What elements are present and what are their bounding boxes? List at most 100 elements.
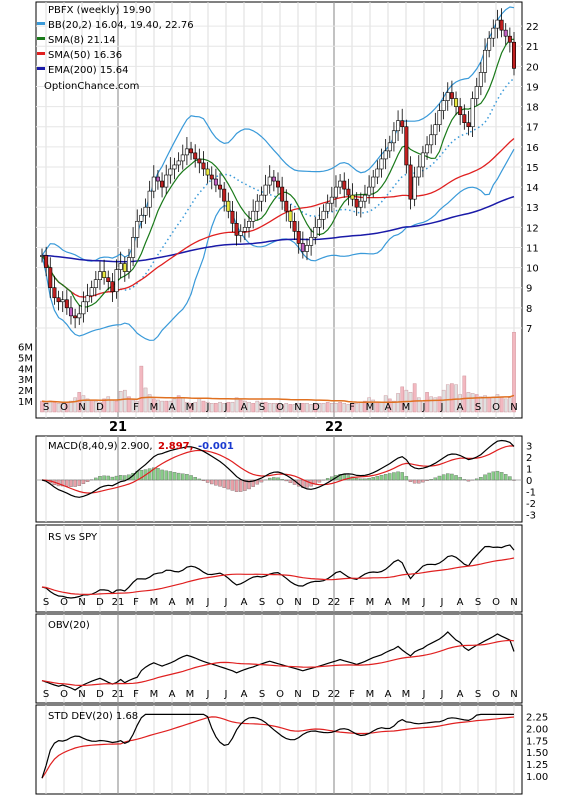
candle-body	[412, 176, 417, 200]
candle-body	[499, 19, 504, 31]
candle-body	[458, 106, 463, 115]
x-tick-label: J	[224, 402, 228, 413]
candle-body	[238, 231, 243, 236]
candle-body	[420, 152, 425, 168]
macd-histogram-bar	[388, 473, 392, 481]
macd-histogram-bar	[454, 475, 458, 481]
macd-histogram-bar	[338, 474, 342, 481]
candle-body	[470, 98, 475, 128]
macd-histogram-bar	[267, 477, 272, 481]
volume-bar	[474, 394, 479, 413]
x-tick-label: J	[440, 402, 444, 413]
volume-bar	[172, 398, 177, 413]
macd-histogram-bar	[404, 476, 409, 481]
macd-histogram-bar	[185, 474, 189, 481]
macd-histogram-bar	[172, 472, 177, 481]
x-tick-label: S	[259, 402, 265, 413]
chart-title: PBFX (weekly) 19.90	[48, 5, 151, 16]
x-tick-label-obv: F	[133, 689, 139, 700]
volume-bar	[147, 394, 152, 413]
x-tick-label: N	[510, 402, 517, 413]
x-tick-label-rs: F	[349, 597, 355, 608]
volume-bar	[305, 403, 309, 413]
candle-body	[193, 152, 198, 160]
macd-histogram-bar	[218, 479, 222, 487]
candle-body	[379, 158, 384, 170]
macd-histogram-bar	[110, 476, 115, 481]
y-tick-label-std: 1.25	[526, 760, 548, 771]
candle-body	[462, 114, 467, 124]
x-tick-label-rs: A	[457, 597, 464, 608]
candle-body	[122, 263, 127, 272]
candle-body	[288, 210, 293, 222]
macd-signal-value: 2.897,	[158, 441, 193, 452]
candle-body	[466, 122, 471, 128]
legend: BB(20,2) 16.04, 19.40, 22.76 SMA(8) 21.1…	[37, 20, 194, 92]
y-tick-label-volume: 1M	[18, 397, 33, 408]
volume-bar	[180, 397, 185, 413]
macd-histogram-bar	[379, 475, 384, 481]
x-tick-label: N	[78, 402, 85, 413]
candle-body	[135, 220, 140, 238]
macd-histogram-bar	[106, 475, 110, 481]
volume-bar	[412, 383, 417, 413]
x-tick-label-obv: O	[60, 689, 68, 700]
candle-body	[81, 301, 86, 315]
macd-histogram-bar	[238, 479, 243, 492]
candle-body	[143, 206, 148, 216]
x-tick-label-rs: N	[78, 597, 85, 608]
x-tick-label-rs: 21	[112, 597, 125, 608]
legend-bb: BB(20,2) 16.04, 19.40, 22.76	[48, 20, 194, 31]
volume-bar	[470, 393, 475, 413]
volume-bar	[255, 400, 260, 413]
y-tick-label-macd: -2	[526, 499, 536, 510]
candle-body	[218, 184, 223, 190]
y-tick-label-volume: 3M	[18, 375, 33, 386]
volume-bar	[429, 396, 433, 413]
x-tick-label-obv: N	[294, 689, 301, 700]
volume-bar	[160, 400, 164, 413]
candle-body	[64, 299, 69, 309]
macd-histogram-bar	[325, 478, 330, 481]
x-tick-label: A	[241, 402, 248, 413]
volume-bar	[193, 401, 197, 413]
candle-body	[387, 142, 392, 152]
volume-bar	[118, 391, 123, 413]
macd-histogram-bar	[259, 479, 264, 483]
volume-bar	[226, 401, 231, 413]
x-tick-label: M	[186, 402, 195, 413]
candle-body	[483, 49, 488, 73]
macd-histogram-bar	[77, 479, 82, 486]
x-tick-label: D	[96, 402, 104, 413]
x-tick-label-rs: J	[422, 597, 426, 608]
volume-bar	[69, 400, 73, 413]
volume-bar	[164, 400, 169, 413]
x-tick-label-obv: M	[366, 689, 375, 700]
std-label: STD DEV(20) 1.68	[48, 711, 138, 722]
volume-bar	[151, 398, 156, 413]
volume-bar	[185, 401, 189, 413]
macd-histogram-bar	[462, 479, 467, 481]
y-tick-label-std: 1.75	[526, 736, 548, 747]
candle-body	[478, 72, 483, 87]
x-tick-label: O	[60, 402, 68, 413]
candle-body	[408, 164, 413, 200]
x-tick-label-obv: J	[422, 689, 426, 700]
candle-body	[445, 92, 450, 101]
volume-bar	[479, 396, 483, 413]
macd-histogram-bar	[214, 479, 218, 486]
macd-hist-value: -0.001	[198, 441, 234, 452]
y-tick-label-price: 7	[526, 324, 532, 335]
candle-body	[263, 184, 268, 196]
candle-body	[114, 269, 119, 293]
legend-sma8: SMA(8) 21.14	[48, 35, 116, 46]
macd-histogram-bar	[147, 468, 152, 481]
y-tick-label-price: 22	[526, 22, 539, 33]
candle-body	[151, 176, 156, 192]
macd-histogram-bar	[487, 472, 491, 481]
macd-histogram-bar	[193, 477, 197, 481]
volume-bar	[334, 403, 338, 413]
macd-histogram-bar	[305, 479, 309, 488]
macd-histogram-bar	[491, 471, 496, 481]
candle-body	[155, 176, 160, 182]
